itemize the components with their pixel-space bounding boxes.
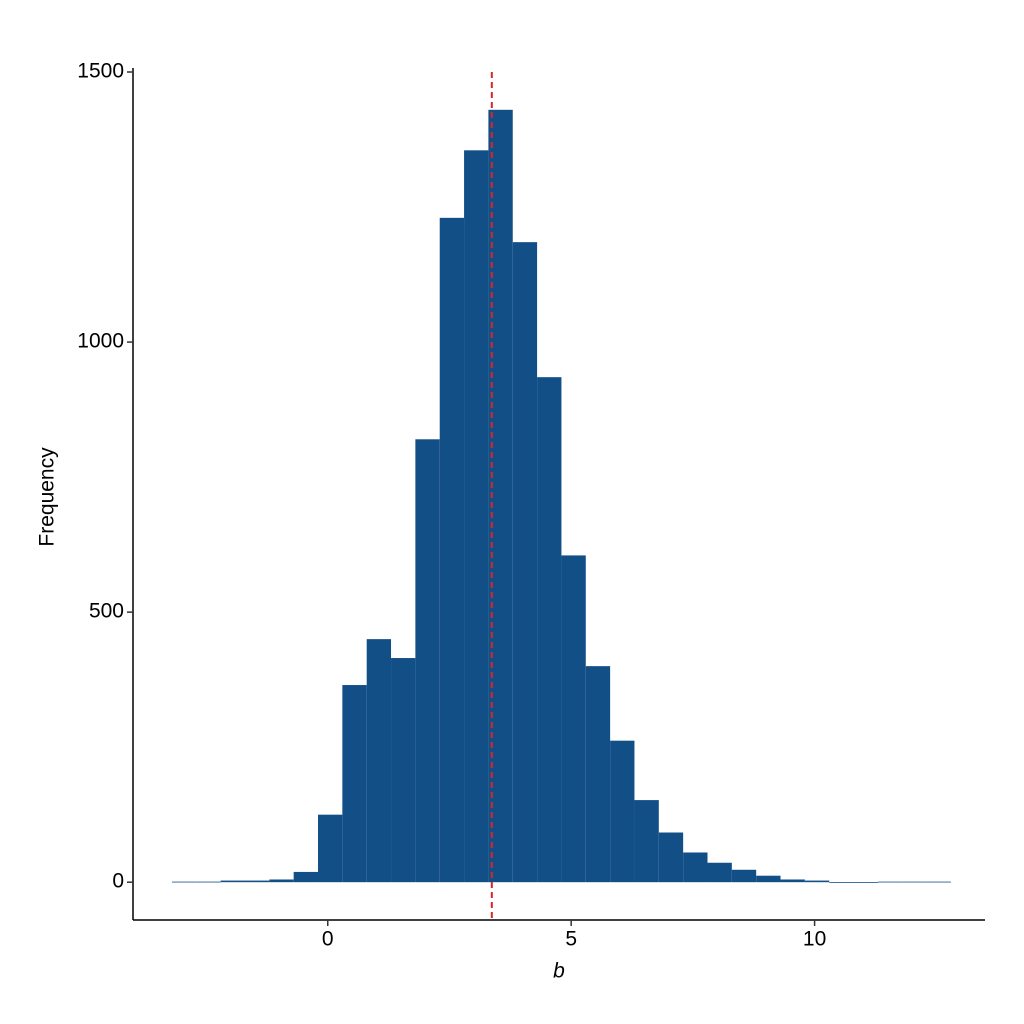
- bar: [415, 439, 440, 883]
- bar: [829, 882, 854, 883]
- bar: [391, 658, 416, 883]
- bar: [171, 881, 197, 883]
- y-tick-label: 0: [112, 870, 124, 893]
- bar: [853, 882, 878, 883]
- y-tick-label: 1000: [77, 330, 124, 353]
- bar: [366, 639, 392, 883]
- y-tick-label: 1500: [77, 60, 124, 83]
- x-axis-label: b: [553, 960, 565, 983]
- y-tick-label: 500: [89, 600, 124, 623]
- x-tick-label: 10: [803, 928, 826, 951]
- bar: [561, 555, 586, 883]
- bar: [439, 217, 465, 883]
- bar: [244, 880, 270, 883]
- bar: [756, 875, 781, 883]
- bar: [269, 879, 294, 883]
- bar: [342, 685, 367, 883]
- bar: [780, 879, 805, 883]
- bar: [658, 832, 684, 883]
- bar: [902, 881, 927, 883]
- bar: [610, 740, 635, 883]
- bar: [196, 881, 221, 883]
- x-tick-label: 5: [565, 928, 577, 951]
- bar: [293, 871, 319, 883]
- bar: [318, 814, 343, 883]
- bar: [731, 869, 757, 883]
- bar: [877, 881, 903, 883]
- y-axis-label: Frequency: [36, 447, 59, 547]
- bar: [683, 852, 708, 883]
- bar: [464, 150, 489, 883]
- bar: [220, 880, 245, 883]
- bar: [707, 862, 732, 883]
- bar: [585, 666, 611, 883]
- bar: [804, 880, 830, 883]
- bar: [926, 881, 951, 883]
- bar: [537, 377, 562, 883]
- bar: [634, 800, 659, 883]
- x-tick-label: 0: [322, 928, 334, 951]
- bar: [512, 242, 538, 883]
